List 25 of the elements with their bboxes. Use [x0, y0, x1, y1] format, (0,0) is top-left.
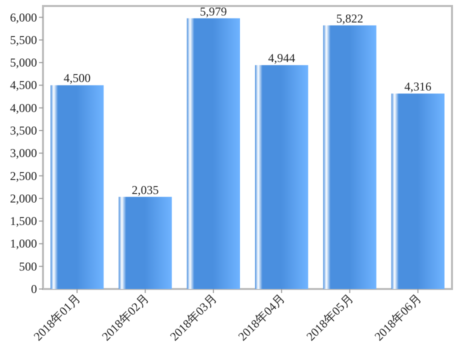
y-tick-label: 4,500: [10, 78, 37, 92]
y-tick-label: 1,500: [10, 214, 37, 228]
data-label: 5,822: [336, 11, 364, 26]
y-tick-label: 4,000: [10, 100, 37, 115]
y-tick-label: 2,500: [10, 168, 37, 183]
y-tick-label: 5,500: [10, 32, 37, 47]
data-label: 4,944: [268, 51, 296, 66]
bar: [255, 65, 308, 289]
y-tick-label: 0: [31, 282, 37, 296]
bar: [118, 196, 172, 289]
data-label: 2,035: [132, 182, 159, 197]
bar: [50, 85, 104, 289]
bar: [186, 18, 240, 289]
data-label: 4,500: [64, 71, 91, 86]
y-tick-label: 1,000: [10, 236, 37, 251]
data-label: 4,316: [404, 80, 432, 94]
y-tick-label: 2,000: [10, 191, 37, 206]
bar: [323, 25, 376, 289]
y-tick-label: 3,500: [10, 124, 37, 138]
data-label: 5,979: [200, 4, 227, 18]
y-tick-label: 3,000: [10, 146, 37, 160]
y-tick-label: 6,000: [10, 10, 37, 24]
y-tick-label: 5,000: [10, 56, 37, 70]
bar: [391, 94, 444, 289]
y-tick-label: 500: [19, 259, 37, 274]
